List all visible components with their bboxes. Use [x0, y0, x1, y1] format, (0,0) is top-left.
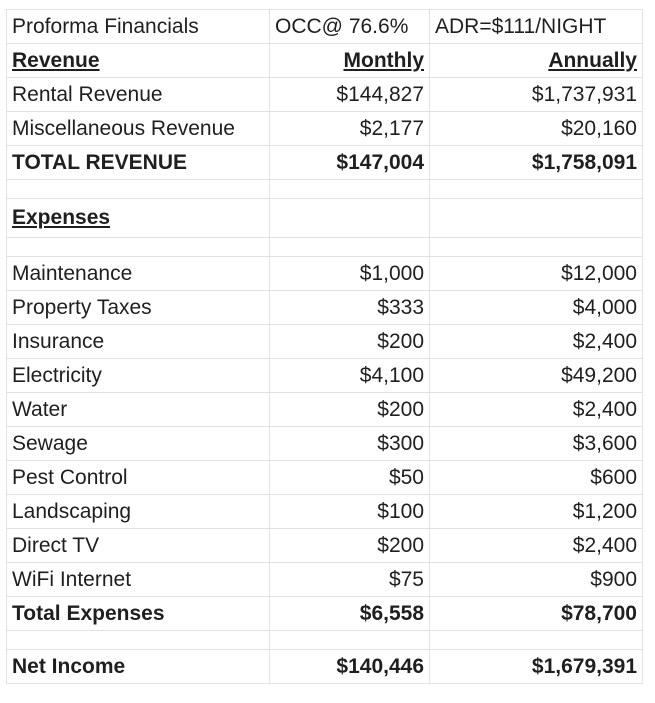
empty-cell — [6, 237, 270, 257]
revenue-heading: Revenue — [6, 43, 270, 78]
table-row: Rental Revenue $144,827 $1,737,931 — [6, 77, 643, 112]
expenses-heading: Expenses — [6, 198, 270, 238]
annual-value: $49,200 — [429, 358, 643, 393]
annual-heading: Annually — [429, 43, 643, 78]
row-label: Pest Control — [6, 460, 270, 495]
annual-value: $1,737,931 — [429, 77, 643, 112]
monthly-value: $140,446 — [269, 649, 430, 684]
table-row: Water $200 $2,400 — [6, 392, 643, 427]
annual-value: $2,400 — [429, 392, 643, 427]
table-row: Sewage $300 $3,600 — [6, 426, 643, 461]
empty-cell — [429, 198, 643, 238]
row-label: Maintenance — [6, 256, 270, 291]
row-label: Miscellaneous Revenue — [6, 111, 270, 146]
row-label: Net Income — [6, 649, 270, 684]
row-label: WiFi Internet — [6, 562, 270, 597]
monthly-value: $144,827 — [269, 77, 430, 112]
row-label: TOTAL REVENUE — [6, 145, 270, 180]
header-row: Proforma Financials OCC@ 76.6% ADR=$111/… — [6, 9, 643, 44]
table-row: Electricity $4,100 $49,200 — [6, 358, 643, 393]
annual-value: $78,700 — [429, 596, 643, 631]
table-row: WiFi Internet $75 $900 — [6, 562, 643, 597]
annual-value: $3,600 — [429, 426, 643, 461]
row-label: Electricity — [6, 358, 270, 393]
monthly-value: $100 — [269, 494, 430, 529]
annual-value: $600 — [429, 460, 643, 495]
monthly-value: $4,100 — [269, 358, 430, 393]
table-row: Pest Control $50 $600 — [6, 460, 643, 495]
empty-cell — [269, 237, 430, 257]
table-row: Miscellaneous Revenue $2,177 $20,160 — [6, 111, 643, 146]
monthly-heading: Monthly — [269, 43, 430, 78]
annual-value: $1,200 — [429, 494, 643, 529]
monthly-value: $200 — [269, 324, 430, 359]
annual-value: $4,000 — [429, 290, 643, 325]
financials-table: Proforma Financials OCC@ 76.6% ADR=$111/… — [6, 9, 643, 684]
monthly-value: $1,000 — [269, 256, 430, 291]
table-row: Direct TV $200 $2,400 — [6, 528, 643, 563]
annual-value: $12,000 — [429, 256, 643, 291]
row-label: Landscaping — [6, 494, 270, 529]
empty-cell — [429, 630, 643, 650]
occupancy-label: OCC@ 76.6% — [269, 9, 430, 44]
monthly-value: $300 — [269, 426, 430, 461]
expenses-heading-row: Expenses — [6, 198, 643, 238]
row-label: Insurance — [6, 324, 270, 359]
row-label: Rental Revenue — [6, 77, 270, 112]
blank-row — [6, 179, 643, 199]
blank-row — [6, 630, 643, 650]
monthly-value: $50 — [269, 460, 430, 495]
monthly-value: $147,004 — [269, 145, 430, 180]
empty-cell — [6, 630, 270, 650]
net-income-row: Net Income $140,446 $1,679,391 — [6, 649, 643, 684]
empty-cell — [429, 237, 643, 257]
table-row: Landscaping $100 $1,200 — [6, 494, 643, 529]
blank-row — [6, 237, 643, 257]
adr-label: ADR=$111/NIGHT — [429, 9, 643, 44]
row-label: Water — [6, 392, 270, 427]
annual-value: $1,758,091 — [429, 145, 643, 180]
empty-cell — [269, 179, 430, 199]
revenue-heading-row: Revenue Monthly Annually — [6, 43, 643, 78]
annual-value: $900 — [429, 562, 643, 597]
row-label: Sewage — [6, 426, 270, 461]
monthly-value: $333 — [269, 290, 430, 325]
empty-cell — [429, 179, 643, 199]
row-label: Direct TV — [6, 528, 270, 563]
total-expenses-row: Total Expenses $6,558 $78,700 — [6, 596, 643, 631]
row-label: Property Taxes — [6, 290, 270, 325]
monthly-value: $2,177 — [269, 111, 430, 146]
empty-cell — [6, 179, 270, 199]
empty-cell — [269, 630, 430, 650]
sheet-title: Proforma Financials — [6, 9, 270, 44]
annual-value: $20,160 — [429, 111, 643, 146]
table-row: Property Taxes $333 $4,000 — [6, 290, 643, 325]
total-revenue-row: TOTAL REVENUE $147,004 $1,758,091 — [6, 145, 643, 180]
monthly-value: $75 — [269, 562, 430, 597]
empty-cell — [269, 198, 430, 238]
annual-value: $2,400 — [429, 324, 643, 359]
table-row: Insurance $200 $2,400 — [6, 324, 643, 359]
row-label: Total Expenses — [6, 596, 270, 631]
monthly-value: $200 — [269, 528, 430, 563]
annual-value: $1,679,391 — [429, 649, 643, 684]
annual-value: $2,400 — [429, 528, 643, 563]
monthly-value: $6,558 — [269, 596, 430, 631]
table-row: Maintenance $1,000 $12,000 — [6, 256, 643, 291]
monthly-value: $200 — [269, 392, 430, 427]
